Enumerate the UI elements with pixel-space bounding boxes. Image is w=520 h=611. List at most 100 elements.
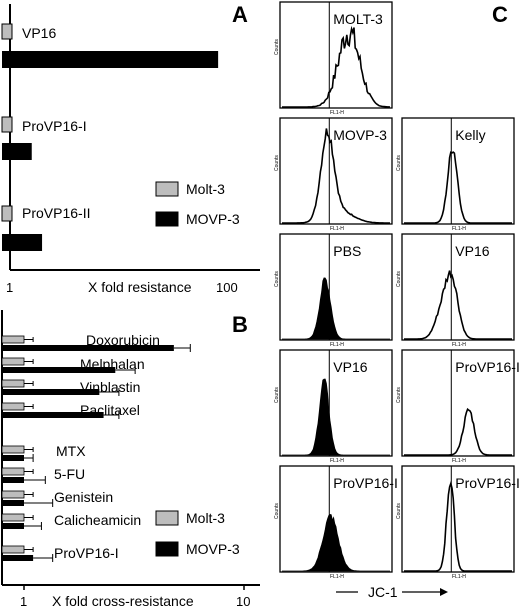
histogram-panel: MOLT-3 Counts FL1-H xyxy=(274,1,393,116)
panel-b-bar-molt3 xyxy=(1,467,25,476)
panel-b-bar-molt3 xyxy=(1,335,25,344)
panel-b-bar-movp3 xyxy=(2,523,24,529)
histogram-x-axis-label: FL1-H xyxy=(330,226,344,232)
histogram-label: MOVP-3 xyxy=(333,127,387,143)
panel-a-tick-label: 1 xyxy=(6,280,13,295)
histogram-y-axis-label: Counts xyxy=(274,387,280,403)
histogram-panel: ProVP16-I Counts FL1-H xyxy=(274,465,398,580)
histogram-curve xyxy=(282,25,391,108)
panel-b-bar-movp3 xyxy=(2,345,174,351)
panel-b-tick-label: 10 xyxy=(236,594,250,609)
histogram-panel: ProVP16-I Counts FL1-H xyxy=(396,349,520,464)
histogram-x-axis-label: FL1-H xyxy=(452,574,466,580)
panel-a-legend-swatch-movp3 xyxy=(155,211,179,227)
panel-a-letter: A xyxy=(232,2,248,27)
panel-b-bar-movp3 xyxy=(2,500,24,506)
panel-b-category-label: Doxorubicin xyxy=(86,332,160,348)
panel-b-category-label: ProVP16-I xyxy=(54,545,119,561)
histogram-label: Kelly xyxy=(455,127,485,143)
panel-b-bar-molt3 xyxy=(1,402,25,411)
histogram-panel: PBS Counts FL1-H xyxy=(274,233,393,348)
histogram-x-axis-label: FL1-H xyxy=(330,574,344,580)
histogram-label: VP16 xyxy=(455,243,489,259)
histogram-curve xyxy=(282,378,390,456)
panel-b-letter: B xyxy=(232,312,248,337)
histogram-panel: MOVP-3 Counts FL1-H xyxy=(274,117,393,232)
panel-b-bar-molt3 xyxy=(1,545,25,554)
histogram-panel: ProVP16-II Counts FL1-H xyxy=(396,465,520,580)
histogram-frame xyxy=(401,117,515,225)
panel-b-bar-movp3 xyxy=(2,412,104,418)
histogram-panel: VP16 Counts FL1-H xyxy=(274,349,393,464)
panel-b-category-label: 5-FU xyxy=(54,466,85,482)
histogram-curve xyxy=(282,513,390,572)
panel-b-category-label: Genistein xyxy=(54,489,113,505)
histogram-label: PBS xyxy=(333,243,361,259)
panel-b-legend-swatch-movp3 xyxy=(155,541,179,557)
panel-a-chart: VP16 ProVP16-I ProVP16-II 1 100 X fold r… xyxy=(1,4,260,295)
panel-b-tick-label: 1 xyxy=(20,594,27,609)
panel-a-legend-label-movp3: MOVP-3 xyxy=(186,211,240,227)
panel-a-bar-molt3 xyxy=(1,205,13,222)
histogram-x-axis-label: FL1-H xyxy=(452,342,466,348)
panel-a-bar-movp3 xyxy=(2,143,32,160)
panel-a-bar-movp3 xyxy=(2,51,219,68)
panel-b-category-label: Calicheamicin xyxy=(54,512,141,528)
histogram-curve xyxy=(404,270,512,340)
panel-b-bar-movp3 xyxy=(2,477,24,483)
histogram-label: MOLT-3 xyxy=(333,11,383,27)
panel-b-bar-molt3 xyxy=(1,357,25,366)
histogram-y-axis-label: Counts xyxy=(396,155,402,171)
panel-a-x-label: X fold resistance xyxy=(88,279,192,295)
panel-b-legend-label-molt3: Molt-3 xyxy=(186,510,225,526)
histogram-x-axis-label: FL1-H xyxy=(452,226,466,232)
panel-a-bars xyxy=(1,23,219,251)
histogram-frame xyxy=(279,117,393,225)
histogram-panel: Kelly Counts FL1-H xyxy=(396,117,515,232)
panel-c-x-label: JC-1 xyxy=(368,584,398,600)
histogram-curve xyxy=(282,277,390,340)
histogram-curve xyxy=(404,480,512,572)
histogram-x-axis-label: FL1-H xyxy=(330,342,344,348)
histogram-label: ProVP16-I xyxy=(333,475,398,491)
histogram-curve xyxy=(404,151,512,224)
panel-a-category-label: ProVP16-II xyxy=(22,205,90,221)
histogram-x-axis-label: FL1-H xyxy=(330,110,344,116)
panel-c-letter: C xyxy=(492,2,508,27)
panel-b-bar-molt3 xyxy=(1,379,25,388)
histogram-label: ProVP16-I xyxy=(455,359,520,375)
panel-b-bar-molt3 xyxy=(1,490,25,499)
panel-b-x-label: X fold cross-resistance xyxy=(52,593,194,609)
histogram-x-axis-label: FL1-H xyxy=(452,458,466,464)
histogram-y-axis-label: Counts xyxy=(396,387,402,403)
panel-c-histograms: MOLT-3 Counts FL1-H MOVP-3 Counts FL1-H Kelly C… xyxy=(274,1,520,580)
panel-a-category-label: ProVP16-I xyxy=(22,118,87,134)
histogram-curve xyxy=(282,128,390,224)
histogram-panel: VP16 Counts FL1-H xyxy=(396,233,515,348)
histogram-y-axis-label: Counts xyxy=(274,39,280,55)
panel-b-legend-label-movp3: MOVP-3 xyxy=(186,541,240,557)
panel-b-bar-movp3 xyxy=(2,389,100,395)
panel-a-bar-movp3 xyxy=(2,234,43,251)
panel-c-x-label-arrowhead xyxy=(440,588,448,596)
panel-b-chart: 1 10 X fold cross-resistance Doxorubicin… xyxy=(1,310,260,609)
histogram-frame xyxy=(279,233,393,341)
panel-a-legend-label-molt3: Molt-3 xyxy=(186,181,225,197)
histogram-label: VP16 xyxy=(333,359,367,375)
panel-b-bars xyxy=(1,335,191,562)
panel-a-tick-label: 100 xyxy=(216,280,238,295)
panel-a-category-label: VP16 xyxy=(22,25,56,41)
panel-a-bar-molt3 xyxy=(1,23,13,40)
histogram-frame xyxy=(279,1,393,109)
histogram-y-axis-label: Counts xyxy=(274,503,280,519)
panel-b-bar-movp3 xyxy=(2,455,24,461)
histogram-x-axis-label: FL1-H xyxy=(330,458,344,464)
panel-b-bar-movp3 xyxy=(2,367,116,373)
histogram-frame xyxy=(401,349,515,457)
panel-a-legend-swatch-molt3 xyxy=(155,181,179,197)
histogram-frame xyxy=(401,233,515,341)
histogram-y-axis-label: Counts xyxy=(396,503,402,519)
histogram-curve xyxy=(404,407,512,456)
panel-b-legend-swatch-molt3 xyxy=(155,510,179,526)
